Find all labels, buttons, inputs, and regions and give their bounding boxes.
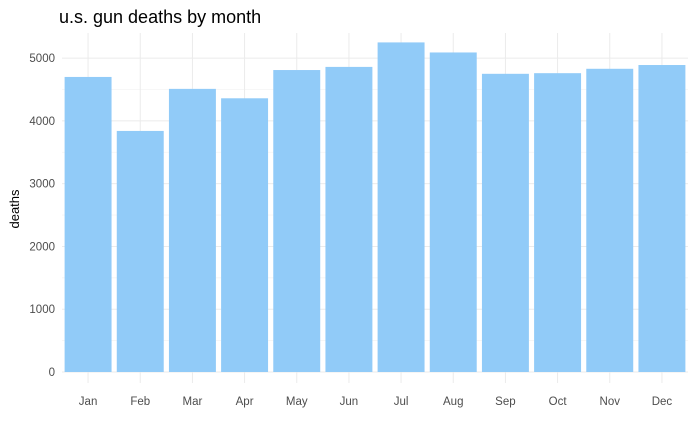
bar-oct bbox=[534, 73, 582, 372]
x-tick-label: Oct bbox=[549, 396, 568, 408]
x-tick-label: Mar bbox=[183, 396, 203, 408]
x-tick-label: Feb bbox=[130, 396, 150, 408]
bar-mar bbox=[168, 88, 216, 372]
bar-may bbox=[273, 70, 321, 373]
x-tick-label: Jun bbox=[340, 396, 359, 408]
x-tick-label: Jul bbox=[394, 396, 409, 408]
y-axis-ticks: 0 1000 2000 3000 4000 5000 bbox=[29, 53, 55, 379]
y-tick-label: 3000 bbox=[29, 179, 55, 191]
y-tick-label: 1000 bbox=[29, 304, 55, 316]
bar-nov bbox=[586, 68, 634, 373]
bar-jan bbox=[64, 76, 112, 372]
x-tick-label: Jan bbox=[79, 396, 98, 408]
bar-feb bbox=[116, 130, 164, 372]
x-tick-label: May bbox=[286, 396, 308, 408]
y-tick-label: 2000 bbox=[29, 241, 55, 253]
y-tick-label: 5000 bbox=[29, 53, 55, 65]
y-axis-title: deaths bbox=[7, 189, 22, 229]
y-tick-label: 0 bbox=[49, 367, 55, 379]
x-tick-label: Dec bbox=[652, 396, 673, 408]
x-tick-label: Aug bbox=[443, 396, 463, 408]
x-tick-label: Sep bbox=[495, 396, 515, 408]
bar-jun bbox=[325, 66, 373, 373]
x-axis-ticks: Jan Feb Mar Apr May Jun Jul Aug Sep Oct Nov Dec bbox=[79, 396, 673, 408]
chart-title: u.s. gun deaths by month bbox=[59, 7, 261, 27]
bar-dec bbox=[638, 65, 686, 373]
x-tick-label: Apr bbox=[236, 396, 254, 408]
y-tick-label: 4000 bbox=[29, 116, 55, 128]
bar-jul bbox=[377, 42, 425, 373]
x-tick-label: Nov bbox=[600, 396, 621, 408]
bar-apr bbox=[221, 98, 269, 373]
bar-sep bbox=[481, 73, 529, 373]
bar-aug bbox=[429, 52, 477, 372]
bars bbox=[64, 42, 686, 373]
